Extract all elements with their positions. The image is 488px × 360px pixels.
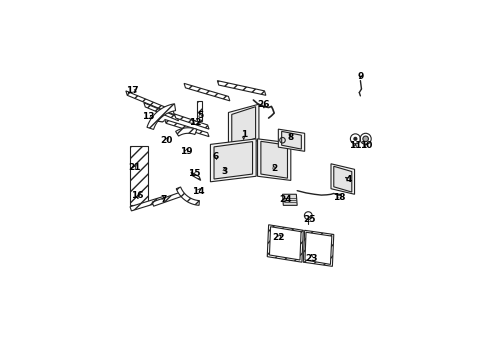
Polygon shape — [269, 227, 301, 260]
Polygon shape — [191, 172, 200, 180]
Text: 26: 26 — [257, 100, 269, 109]
Text: 23: 23 — [305, 253, 317, 262]
Text: 1: 1 — [240, 130, 246, 139]
Text: 13: 13 — [142, 112, 154, 121]
Polygon shape — [183, 84, 229, 101]
Text: 5: 5 — [197, 111, 203, 120]
Polygon shape — [267, 225, 303, 262]
Polygon shape — [176, 187, 199, 205]
Circle shape — [362, 136, 367, 141]
Polygon shape — [217, 81, 265, 95]
Text: 24: 24 — [278, 195, 291, 204]
Text: 12: 12 — [188, 118, 201, 127]
Polygon shape — [147, 104, 175, 130]
Polygon shape — [130, 197, 164, 211]
Polygon shape — [175, 128, 197, 136]
Text: 3: 3 — [221, 167, 227, 176]
Text: 6: 6 — [212, 152, 219, 161]
Text: 21: 21 — [128, 163, 140, 172]
Polygon shape — [197, 102, 201, 121]
Text: 22: 22 — [271, 233, 284, 242]
Text: 20: 20 — [160, 136, 172, 145]
Polygon shape — [278, 129, 304, 151]
Polygon shape — [130, 146, 148, 205]
Text: 17: 17 — [126, 86, 139, 95]
Polygon shape — [174, 114, 208, 129]
Polygon shape — [214, 141, 252, 179]
Text: 8: 8 — [287, 133, 293, 142]
Polygon shape — [303, 230, 333, 266]
Text: 19: 19 — [180, 147, 192, 156]
Polygon shape — [152, 192, 181, 206]
Polygon shape — [330, 164, 354, 194]
Text: 18: 18 — [332, 193, 345, 202]
Polygon shape — [143, 103, 178, 121]
Polygon shape — [333, 166, 351, 192]
Polygon shape — [281, 131, 301, 149]
Text: 2: 2 — [270, 164, 277, 173]
Polygon shape — [231, 107, 255, 146]
Circle shape — [353, 138, 356, 140]
Polygon shape — [257, 139, 290, 180]
Polygon shape — [260, 141, 287, 178]
Text: 4: 4 — [345, 175, 351, 184]
Polygon shape — [213, 158, 223, 165]
Text: 10: 10 — [360, 141, 372, 150]
Text: 15: 15 — [187, 169, 200, 178]
Polygon shape — [125, 91, 174, 115]
Polygon shape — [210, 139, 256, 182]
Text: 9: 9 — [356, 72, 363, 81]
Text: 16: 16 — [130, 191, 143, 200]
Polygon shape — [228, 104, 259, 149]
Polygon shape — [282, 194, 297, 205]
Text: 25: 25 — [303, 215, 315, 224]
Text: 11: 11 — [348, 141, 361, 150]
Polygon shape — [164, 120, 208, 136]
Polygon shape — [305, 232, 331, 264]
Text: 14: 14 — [191, 187, 204, 196]
Text: 7: 7 — [160, 195, 166, 204]
